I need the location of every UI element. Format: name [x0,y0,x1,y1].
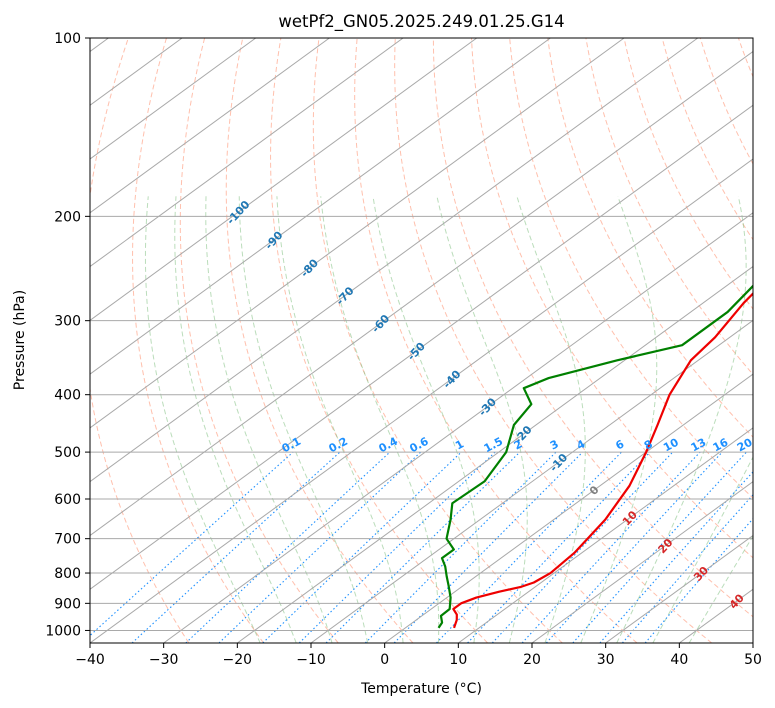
mixing-ratio-line [545,451,723,643]
moist-adiabat-line [616,196,747,643]
dry-adiabat-line [432,38,753,618]
dry-adiabat-line [354,38,638,643]
isotherm-gridline [90,158,753,643]
isotherm-gridline [237,265,753,643]
plot-frame [89,37,754,644]
mixing-ratio-label: 10 [661,436,681,455]
dry-adiabat-line [509,38,753,499]
x-tick-label: 30 [597,652,615,668]
isotherm-gridline [90,104,753,590]
mixing-ratio-line [218,451,422,643]
dry-adiabat-line [225,38,414,643]
profile-series [437,284,753,629]
isotherm-gridline [90,38,699,483]
isotherm-gridline [90,38,330,214]
moist-adiabat-line [688,535,753,643]
dry-adiabat-line [547,38,753,438]
x-axis-title: Temperature (°C) [360,681,482,697]
y-tick-label: 100 [54,31,81,47]
x-axis-ticks: −40 −30 −20 −10 0 10 20 30 40 50 [75,643,762,668]
moist-adiabats [144,196,753,643]
isotherm-gridlines [90,38,753,643]
temperature-profile-line [452,292,753,629]
isotherm-gridline [90,38,478,321]
y-tick-label: 600 [54,492,81,508]
mixing-ratio-label: 20 [735,436,755,455]
x-tick-label: −40 [75,652,105,668]
x-tick-label: 50 [744,652,762,668]
isotherm-gridline [90,38,625,429]
moist-adiabat-line [174,196,297,643]
moist-adiabat-line [320,196,440,643]
isotherm-gridline [90,38,404,268]
dry-adiabat-line [90,38,190,643]
moist-adiabat-line [238,196,369,643]
mixing-ratio-label: 13 [689,436,709,455]
y-tick-label: 900 [54,596,81,612]
mixing-ratio-label: 16 [711,436,731,455]
chart-title: wetPf2_GN05.2025.249.01.25.G14 [278,12,564,32]
dry-adiabat-line [132,38,264,643]
y-tick-label: 1000 [45,623,81,639]
isotherm-gridline [90,38,257,160]
x-tick-label: 10 [449,652,467,668]
dry-adiabat-line [394,38,713,643]
moist-adiabat-line [372,196,480,643]
moist-adiabat-line [580,196,658,643]
isotherm-gridline [90,50,753,537]
plot-area [90,38,753,643]
isobar-gridlines [90,38,753,631]
y-tick-label: 200 [54,209,81,225]
mixing-ratio-line [298,451,496,643]
isotherm-gridline [384,373,753,643]
x-tick-label: 20 [523,652,541,668]
mixing-ratio-line [572,451,747,643]
dry-adiabats [90,38,753,643]
x-tick-label: 40 [670,652,688,668]
mixing-ratio-line [521,451,701,643]
isotherm-gridline [90,38,551,375]
mixing-ratio-line [325,451,521,643]
mixing-ratio-line [599,471,753,643]
dry-adiabat-line [312,38,563,643]
moist-adiabat-line [516,196,586,643]
mixing-ratio-line [436,451,622,643]
y-tick-label: 500 [54,445,81,461]
dry-adiabat-line [179,38,339,643]
mixing-ratio-line [621,494,753,643]
isotherm-gridline [163,212,753,643]
y-tick-label: 400 [54,388,81,404]
mixing-ratio-line [90,451,294,637]
isotherm-gridline [605,534,753,643]
y-tick-label: 300 [54,314,81,330]
dry-adiabat-line [270,38,488,643]
mixing-ratio-labels: 0.1 0.2 0.4 0.6 1 1.5 2 3 4 6 8 10 13 16 20 [280,435,755,456]
mixing-ratio-line [467,451,651,643]
mixing-ratio-line [364,451,557,643]
isotherm-gridline [458,427,753,643]
y-tick-label: 800 [54,566,81,582]
dry-adiabat-line [471,38,753,559]
moist-adiabat-line [436,196,528,643]
y-axis-ticks: 100 200 300 400 500 600 700 800 900 1000 [45,31,90,639]
mixing-ratio-line [262,451,462,643]
isotherm-gridline [531,481,753,643]
x-tick-label: −30 [149,652,179,668]
mixing-ratio-line [491,451,674,643]
x-tick-label: −20 [223,652,253,668]
dry-adiabat-line [699,38,753,165]
x-tick-label: 0 [380,652,389,668]
x-tick-label: −10 [296,652,326,668]
y-tick-label: 700 [54,532,81,548]
moist-adiabat-line [144,196,261,643]
dewpoint-profile-line [437,284,753,629]
moist-adiabat-line [205,196,333,643]
y-axis-title: Pressure (hPa) [12,290,28,390]
